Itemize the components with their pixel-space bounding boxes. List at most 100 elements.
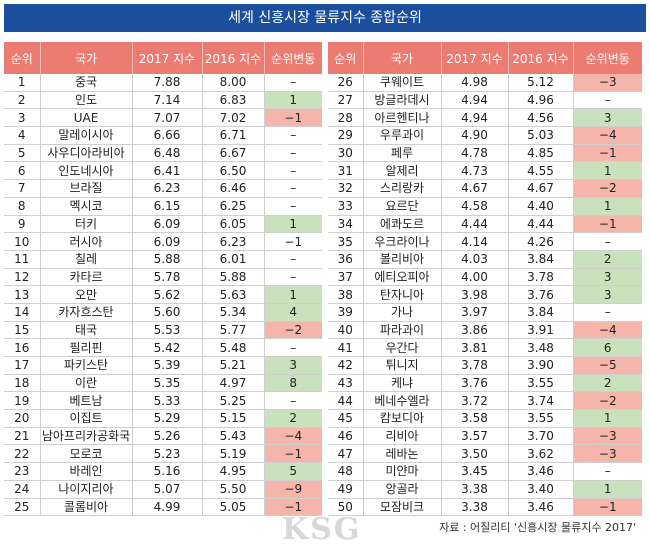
country: 아르헨티나 (362, 108, 441, 128)
header-cell: 국가 (39, 42, 132, 74)
row: 37 에티오피아 4.00 3.78 3 (328, 268, 642, 287)
row: 6 인도네시아 6.41 6.50– (4, 161, 322, 181)
rank-change: −1 (572, 215, 642, 234)
row: 32 스리랑카 4.67 4.67 −2 (328, 179, 642, 198)
country: 캄보디아 (362, 409, 441, 428)
index-2016: 4.55 (507, 161, 573, 181)
rank: 4 (4, 126, 40, 145)
row: 47 레바논 3.50 3.62 −3 (328, 444, 642, 464)
rank-change: 8 (263, 374, 322, 393)
row: 1 중국 7.88 8.00– (4, 74, 322, 92)
index-2016: 5.19 (201, 444, 264, 464)
rank: 26 (328, 74, 363, 92)
index-2016: 6.25 (201, 197, 264, 216)
row: 17 파키스탄 5.39 5.21 3 (4, 356, 322, 375)
row: 14 카자흐스탄 5.60 5.34 4 (4, 303, 322, 322)
index-2016: 3.46 (507, 498, 573, 517)
rank-change: 2 (572, 374, 642, 393)
header-cell: 2017 지수 (131, 42, 202, 74)
country: 파라과이 (362, 321, 441, 340)
rank: 29 (328, 126, 363, 145)
country: 요르단 (362, 197, 441, 216)
index-2017: 5.53 (131, 321, 202, 340)
country: 바레인 (39, 462, 132, 481)
row: 2 인도 7.14 6.83 1 (4, 91, 322, 110)
index-2016: 5.34 (201, 303, 264, 322)
index-2016: 3.40 (507, 480, 573, 499)
rank-change: – (263, 197, 322, 216)
index-2017: 3.57 (440, 427, 508, 446)
index-2016: 5.03 (507, 126, 573, 145)
rank: 19 (4, 391, 40, 411)
row: 26 쿠웨이트 4.98 5.12 −3 (328, 74, 642, 92)
header-cell: 2016 지수 (507, 42, 573, 74)
header-cell: 2016 지수 (201, 42, 264, 74)
index-2017: 4.94 (440, 91, 508, 110)
rank-change: 3 (572, 108, 642, 128)
index-2017: 6.66 (131, 126, 202, 145)
index-2016: 3.84 (507, 250, 573, 269)
rank-change: 6 (572, 338, 642, 357)
row: 30 페루 4.78 4.85 −1 (328, 144, 642, 163)
country: UAE (39, 108, 132, 128)
index-2016: 5.43 (201, 427, 264, 446)
country: 미얀마 (362, 462, 441, 481)
rank: 1 (4, 74, 40, 92)
rank-change: – (572, 462, 642, 481)
rank-change: −1 (263, 444, 322, 464)
rank-change: 4 (263, 303, 322, 322)
index-2016: 5.50 (201, 480, 264, 499)
index-2016: 3.46 (507, 462, 573, 481)
rank-change: −1 (263, 498, 322, 517)
country: 모로코 (39, 444, 132, 464)
index-2017: 6.15 (131, 197, 202, 216)
rank: 14 (4, 303, 40, 322)
country: 남아프리카공화국 (39, 427, 132, 446)
country: 모잠비크 (362, 498, 441, 517)
index-2017: 3.76 (440, 374, 508, 393)
index-2016: 3.48 (507, 338, 573, 357)
row: 20 이집트 5.29 5.15 2 (4, 409, 322, 428)
row: 9 터키 6.09 6.05 1 (4, 215, 322, 234)
index-2017: 5.88 (131, 250, 202, 269)
index-2016: 6.67 (201, 144, 264, 163)
index-2017: 3.58 (440, 409, 508, 428)
index-2016: 4.95 (201, 462, 264, 481)
index-2016: 7.02 (201, 108, 264, 128)
country: 태국 (39, 321, 132, 340)
row: 44 베네수엘라 3.72 3.74 −2 (328, 391, 642, 411)
index-2016: 5.63 (201, 285, 264, 304)
index-2017: 4.67 (440, 179, 508, 198)
index-2017: 6.23 (131, 179, 202, 198)
index-2017: 4.78 (440, 144, 508, 163)
header-cell: 순위변동 (263, 42, 322, 74)
index-2016: 5.05 (201, 498, 264, 517)
rank-change: – (263, 391, 322, 411)
rank-change: −2 (263, 321, 322, 340)
index-2017: 3.86 (440, 321, 508, 340)
country: 쿠웨이트 (362, 74, 441, 92)
rank-change: 3 (572, 268, 642, 287)
header-row: 순위 국가 2017 지수 2016 지수 순위변동 (4, 42, 322, 74)
title: 세계 신흥시장 물류지수 종합순위 (4, 4, 646, 32)
index-2017: 6.48 (131, 144, 202, 163)
rank: 34 (328, 215, 363, 234)
row: 36 볼리비아 4.03 3.84 2 (328, 250, 642, 269)
index-2017: 3.50 (440, 444, 508, 464)
country: 카타르 (39, 268, 132, 287)
index-2017: 4.14 (440, 232, 508, 251)
index-2017: 5.35 (131, 374, 202, 393)
rank: 40 (328, 321, 363, 340)
country: 나이지리아 (39, 480, 132, 499)
index-2016: 3.55 (507, 374, 573, 393)
rank-change: 2 (572, 250, 642, 269)
index-2016: 4.26 (507, 232, 573, 251)
index-2016: 6.01 (201, 250, 264, 269)
index-2017: 5.16 (131, 462, 202, 481)
index-2016: 3.91 (507, 321, 573, 340)
index-2016: 4.85 (507, 144, 573, 163)
index-2016: 5.21 (201, 356, 264, 375)
index-2016: 4.40 (507, 197, 573, 216)
row: 7 브라질 6.23 6.46– (4, 179, 322, 198)
